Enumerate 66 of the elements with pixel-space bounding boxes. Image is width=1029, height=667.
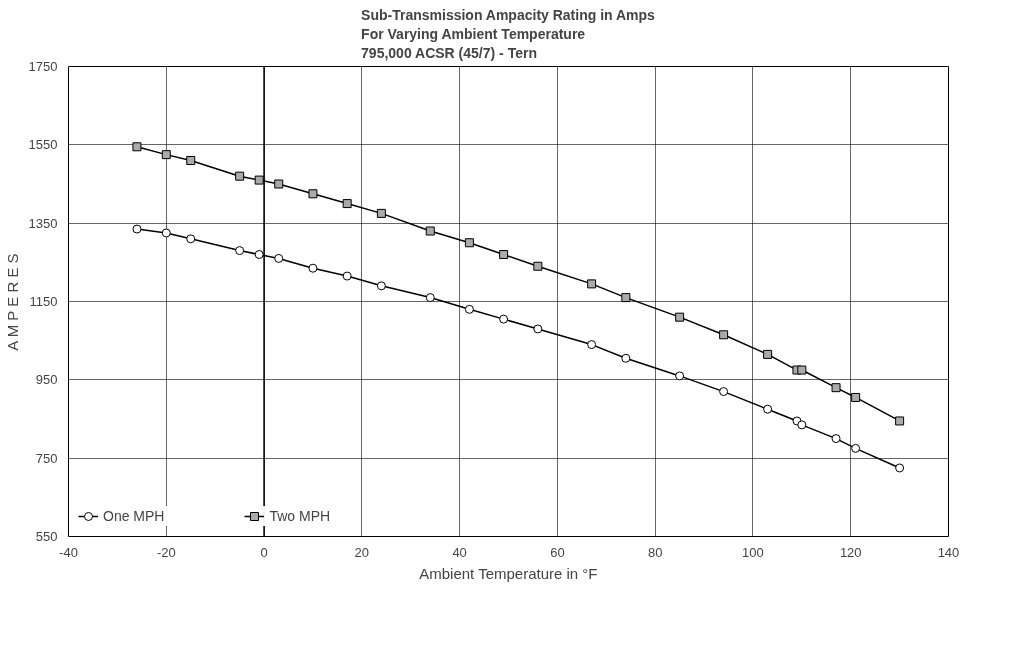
legend-label: One MPH [103, 508, 165, 524]
point [587, 279, 597, 289]
x-tick-label: -20 [156, 544, 176, 560]
y-tick-label: 1550 [28, 137, 58, 153]
point [533, 324, 543, 334]
point [425, 293, 435, 303]
point [235, 246, 245, 256]
y-tick-label: 1350 [28, 215, 58, 231]
point [186, 156, 196, 165]
point [719, 387, 729, 397]
y-tick-label: 1150 [29, 294, 58, 309]
point [161, 150, 171, 160]
x-tick-label: 120 [839, 544, 862, 560]
point [308, 189, 318, 199]
point [851, 443, 861, 453]
point [342, 199, 352, 209]
point [376, 281, 386, 291]
point [533, 261, 543, 271]
x-tick-label: 60 [550, 544, 565, 560]
point [675, 371, 685, 381]
x-axis-title: Ambient Temperature in °F [419, 564, 598, 582]
y-tick-label: 950 [35, 372, 58, 388]
point [763, 349, 773, 359]
point [274, 253, 284, 263]
y-tick-label: 750 [35, 450, 58, 466]
point [719, 330, 729, 340]
point [621, 293, 631, 303]
point [851, 392, 861, 402]
y-tick-label: 550 [35, 529, 58, 544]
x-tick-label: 20 [354, 544, 370, 560]
x-tick-label: 80 [647, 544, 663, 560]
point [895, 416, 905, 426]
point [161, 228, 171, 238]
point [425, 226, 435, 236]
point [132, 142, 142, 152]
point [831, 383, 841, 393]
point [675, 312, 685, 322]
point [895, 463, 905, 473]
point [464, 304, 474, 314]
point [499, 250, 509, 259]
point [376, 208, 386, 218]
point [763, 404, 773, 414]
point [587, 340, 597, 350]
y-tick-label: 1750 [28, 59, 58, 74]
point [274, 179, 284, 189]
point [132, 224, 142, 234]
point [621, 353, 631, 363]
x-tick-label: 0 [260, 544, 268, 560]
x-tick-label: -40 [59, 544, 78, 560]
legend-label: Two MPH [269, 508, 331, 524]
y-axis-title: A M P E R E S [3, 253, 21, 351]
chart-title: Sub-Transmission Ampacity Rating in Amps For Varying Ambient Temperature 795,000 ACSR (45/7) - Tern [361, 7, 656, 62]
point [308, 263, 318, 273]
point [235, 171, 245, 181]
x-tick-label: 40 [452, 544, 467, 560]
point [254, 175, 264, 185]
point [797, 365, 807, 375]
point [797, 420, 807, 430]
point [342, 271, 352, 281]
point [186, 234, 196, 244]
point [464, 238, 474, 248]
point [254, 250, 264, 259]
point [831, 434, 841, 444]
point [499, 314, 509, 324]
x-tick-label: 140 [937, 544, 960, 560]
x-tick-label: 100 [742, 544, 764, 560]
